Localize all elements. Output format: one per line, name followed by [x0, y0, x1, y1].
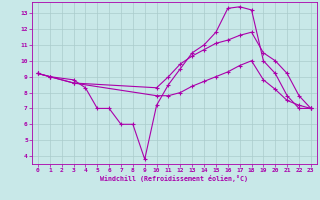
- X-axis label: Windchill (Refroidissement éolien,°C): Windchill (Refroidissement éolien,°C): [100, 175, 248, 182]
